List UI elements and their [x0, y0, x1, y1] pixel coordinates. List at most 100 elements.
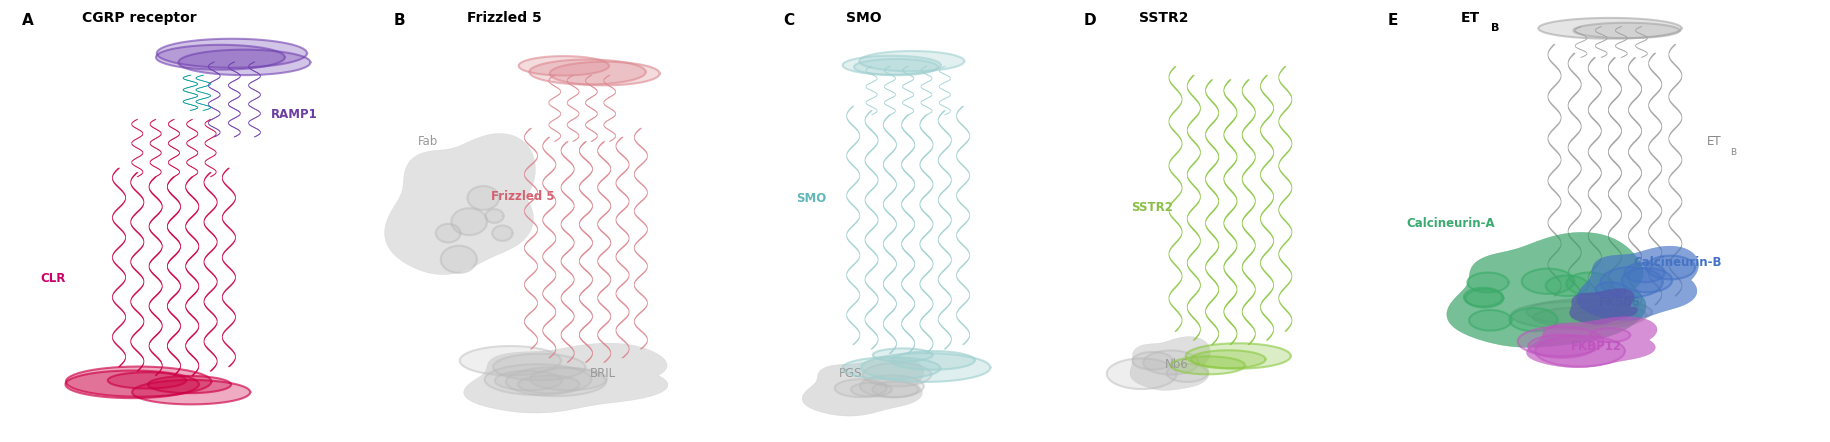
Polygon shape — [919, 115, 933, 354]
Polygon shape — [168, 119, 179, 177]
Polygon shape — [1468, 310, 1512, 331]
Polygon shape — [1645, 255, 1695, 279]
Polygon shape — [1510, 301, 1645, 329]
Text: CGRP receptor: CGRP receptor — [82, 11, 198, 25]
Polygon shape — [492, 354, 586, 381]
Polygon shape — [1572, 310, 1638, 324]
Polygon shape — [542, 137, 556, 358]
Polygon shape — [183, 75, 198, 110]
Polygon shape — [578, 141, 593, 362]
Polygon shape — [1464, 289, 1502, 308]
Polygon shape — [802, 357, 924, 416]
Polygon shape — [842, 357, 941, 379]
Polygon shape — [1241, 80, 1255, 345]
Polygon shape — [1532, 308, 1627, 327]
Polygon shape — [1623, 263, 1663, 282]
Polygon shape — [882, 115, 897, 354]
Polygon shape — [597, 141, 611, 362]
Text: ET: ET — [1460, 11, 1479, 25]
Text: PGS: PGS — [838, 367, 862, 380]
Polygon shape — [132, 380, 251, 404]
Polygon shape — [1576, 246, 1698, 320]
Polygon shape — [1588, 328, 1629, 342]
Polygon shape — [1462, 288, 1502, 306]
Text: BRIL: BRIL — [589, 367, 615, 380]
Polygon shape — [891, 351, 974, 370]
Polygon shape — [1526, 299, 1651, 325]
Polygon shape — [1574, 27, 1587, 57]
Text: Calcineurin-B: Calcineurin-B — [1632, 256, 1720, 270]
Polygon shape — [196, 75, 210, 110]
Polygon shape — [560, 141, 575, 362]
Polygon shape — [845, 106, 860, 345]
Polygon shape — [1647, 53, 1662, 305]
Polygon shape — [441, 246, 476, 273]
Polygon shape — [494, 371, 562, 390]
Polygon shape — [1277, 66, 1292, 332]
Polygon shape — [66, 370, 199, 398]
Polygon shape — [1129, 337, 1210, 390]
Polygon shape — [167, 177, 181, 376]
Polygon shape — [1566, 53, 1581, 305]
Polygon shape — [633, 128, 648, 349]
Polygon shape — [203, 172, 218, 371]
Polygon shape — [148, 376, 231, 393]
Polygon shape — [1621, 268, 1671, 292]
Polygon shape — [1627, 57, 1642, 309]
Text: SSTR2: SSTR2 — [1138, 11, 1188, 25]
Polygon shape — [1526, 317, 1656, 368]
Polygon shape — [1508, 308, 1557, 331]
Text: Fab: Fab — [417, 135, 437, 148]
Polygon shape — [858, 51, 964, 71]
Polygon shape — [1166, 364, 1208, 382]
Polygon shape — [1594, 282, 1625, 297]
Polygon shape — [1222, 80, 1237, 345]
Polygon shape — [150, 119, 161, 177]
Polygon shape — [1614, 27, 1627, 57]
Polygon shape — [873, 348, 931, 362]
Polygon shape — [1168, 66, 1182, 332]
Polygon shape — [1259, 75, 1274, 340]
Text: RAMP1: RAMP1 — [271, 108, 318, 122]
Text: Calcineurin-A: Calcineurin-A — [1405, 217, 1493, 230]
Text: FKBP12: FKBP12 — [1570, 340, 1621, 354]
Polygon shape — [862, 363, 931, 386]
Text: SMO: SMO — [845, 11, 880, 25]
Polygon shape — [1537, 18, 1680, 38]
Polygon shape — [1528, 335, 1594, 358]
Polygon shape — [505, 367, 606, 396]
Polygon shape — [1599, 267, 1662, 297]
Polygon shape — [1535, 335, 1623, 366]
Polygon shape — [860, 353, 990, 382]
Polygon shape — [185, 177, 199, 376]
Text: Nb6: Nb6 — [1164, 358, 1188, 371]
Polygon shape — [1594, 27, 1607, 57]
Polygon shape — [1186, 75, 1200, 340]
Text: C: C — [783, 13, 794, 28]
Polygon shape — [531, 368, 606, 390]
Polygon shape — [1517, 327, 1603, 356]
Polygon shape — [485, 209, 503, 223]
Polygon shape — [132, 119, 143, 177]
Polygon shape — [1190, 350, 1265, 368]
Polygon shape — [249, 62, 260, 137]
Polygon shape — [939, 66, 950, 115]
Polygon shape — [112, 168, 126, 367]
Polygon shape — [1186, 343, 1290, 369]
Polygon shape — [871, 381, 919, 397]
Polygon shape — [567, 75, 578, 141]
Polygon shape — [130, 172, 145, 371]
Polygon shape — [1169, 356, 1244, 374]
Text: E: E — [1387, 13, 1398, 28]
Text: SMO: SMO — [796, 192, 827, 206]
Polygon shape — [485, 364, 591, 395]
Polygon shape — [205, 119, 216, 177]
Text: ET: ET — [1706, 135, 1720, 148]
Polygon shape — [66, 366, 210, 396]
Polygon shape — [920, 66, 931, 115]
Text: A: A — [22, 13, 33, 28]
Polygon shape — [1133, 352, 1173, 370]
Polygon shape — [1607, 57, 1621, 309]
Polygon shape — [1568, 289, 1636, 324]
Polygon shape — [955, 106, 970, 345]
